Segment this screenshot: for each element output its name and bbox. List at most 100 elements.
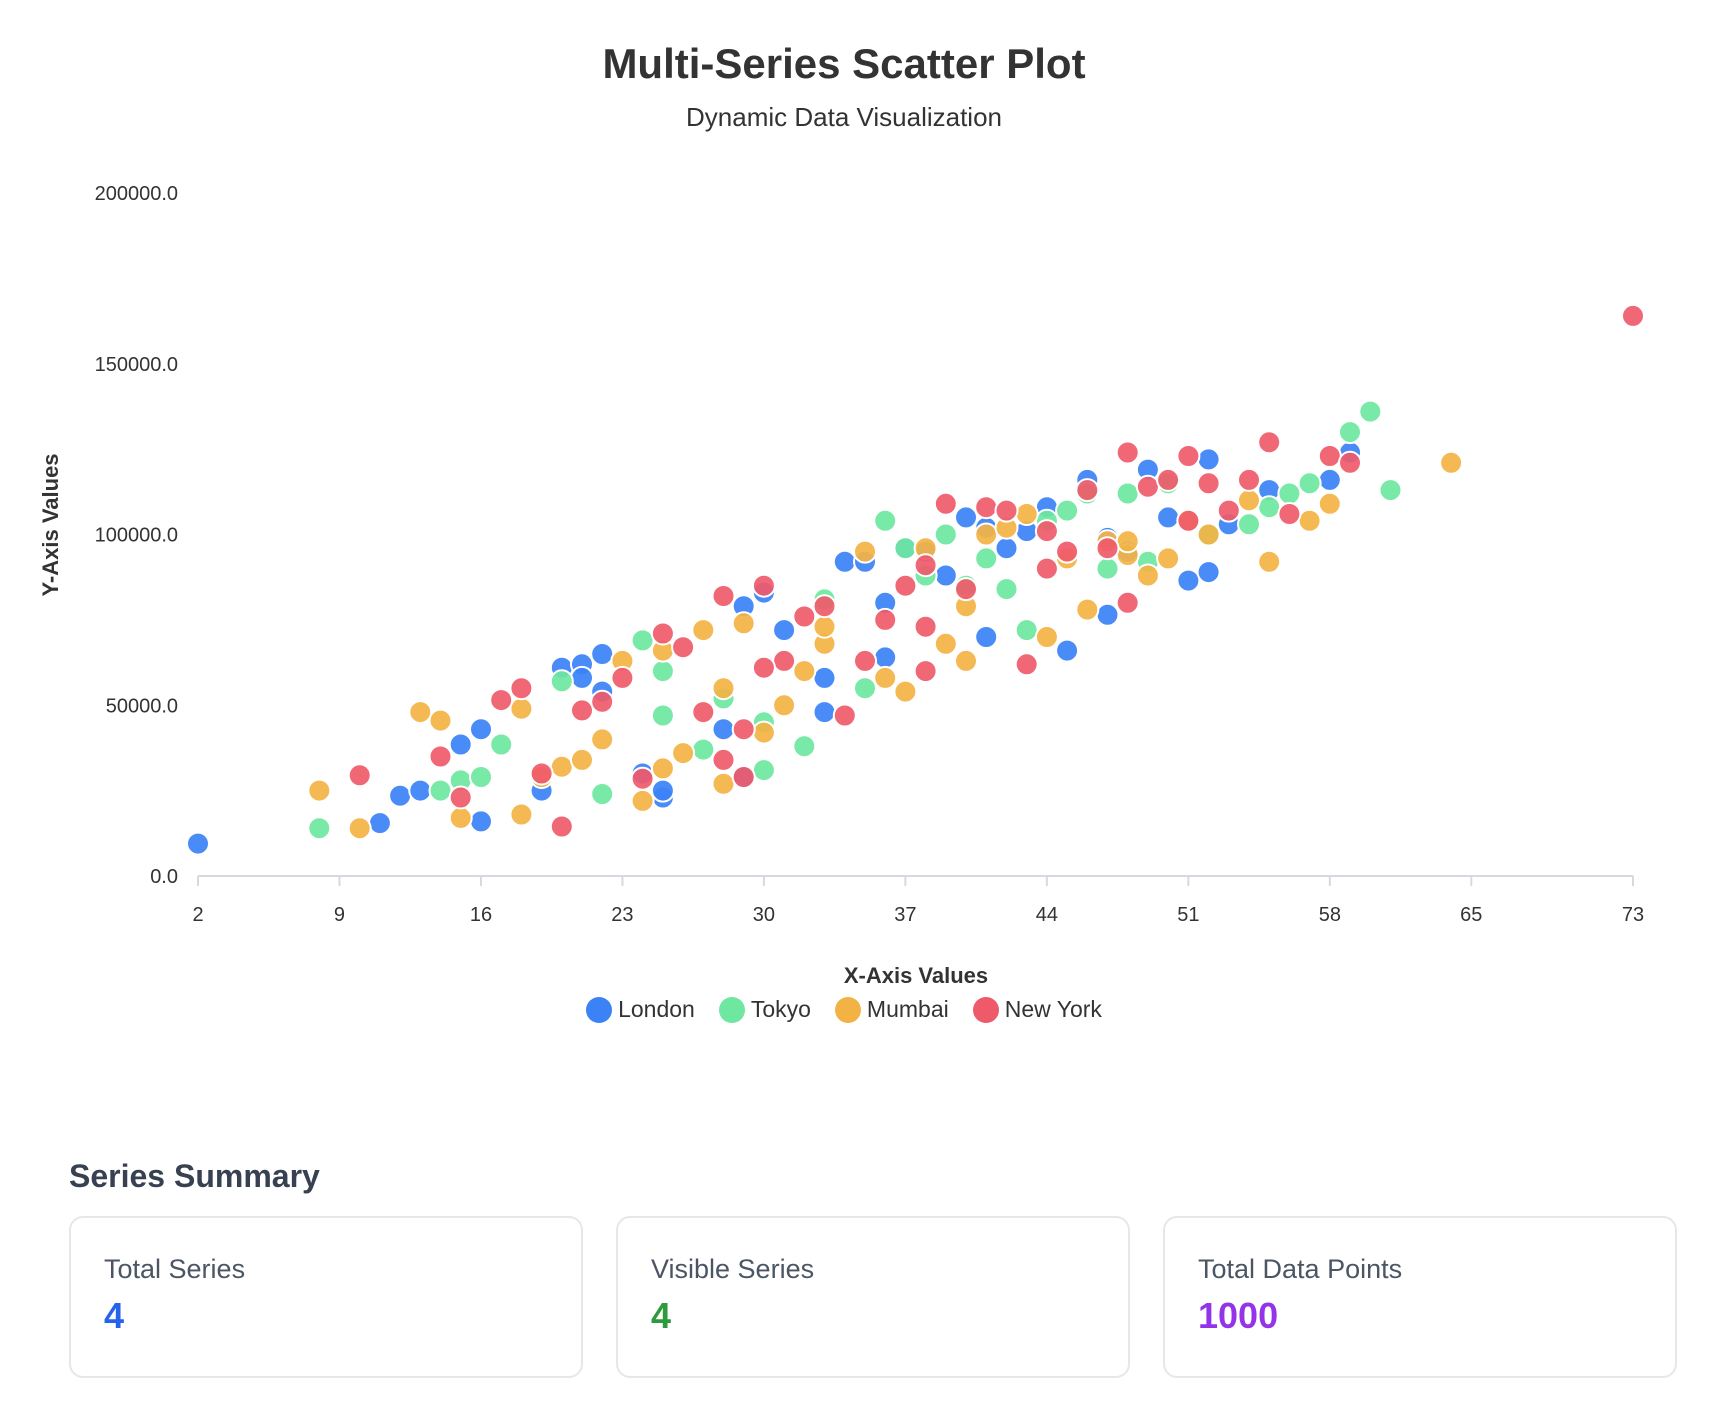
point-london[interactable] bbox=[388, 783, 413, 808]
point-new-york[interactable] bbox=[812, 594, 837, 619]
point-tokyo[interactable] bbox=[489, 732, 514, 757]
point-tokyo[interactable] bbox=[691, 737, 716, 762]
point-new-york[interactable] bbox=[630, 766, 655, 791]
point-new-york[interactable] bbox=[448, 785, 473, 810]
point-new-york[interactable] bbox=[933, 491, 958, 516]
point-mumbai[interactable] bbox=[448, 805, 473, 830]
point-new-york[interactable] bbox=[1034, 519, 1059, 544]
point-new-york[interactable] bbox=[347, 763, 372, 788]
point-mumbai[interactable] bbox=[691, 618, 716, 643]
point-new-york[interactable] bbox=[731, 765, 756, 789]
point-mumbai[interactable] bbox=[671, 741, 696, 766]
point-mumbai[interactable] bbox=[751, 720, 776, 745]
point-tokyo[interactable] bbox=[751, 758, 776, 783]
point-mumbai[interactable] bbox=[428, 708, 453, 733]
point-new-york[interactable] bbox=[731, 717, 756, 742]
point-new-york[interactable] bbox=[1176, 444, 1201, 468]
point-mumbai[interactable] bbox=[954, 648, 978, 673]
point-london[interactable] bbox=[186, 831, 210, 856]
point-mumbai[interactable] bbox=[347, 816, 372, 841]
point-tokyo[interactable] bbox=[1115, 481, 1140, 506]
point-tokyo[interactable] bbox=[1378, 478, 1403, 503]
point-london[interactable] bbox=[590, 642, 615, 666]
point-new-york[interactable] bbox=[1216, 498, 1241, 523]
point-mumbai[interactable] bbox=[772, 693, 797, 718]
point-mumbai[interactable] bbox=[1196, 522, 1221, 547]
point-tokyo[interactable] bbox=[1237, 512, 1261, 537]
point-new-york[interactable] bbox=[529, 761, 554, 786]
point-london[interactable] bbox=[469, 809, 493, 834]
point-tokyo[interactable] bbox=[590, 782, 615, 806]
point-new-york[interactable] bbox=[1095, 536, 1120, 561]
point-london[interactable] bbox=[1176, 568, 1201, 593]
point-mumbai[interactable] bbox=[893, 679, 918, 704]
point-mumbai[interactable] bbox=[974, 522, 999, 547]
point-mumbai[interactable] bbox=[1034, 625, 1059, 649]
point-new-york[interactable] bbox=[711, 584, 736, 608]
point-mumbai[interactable] bbox=[731, 611, 756, 636]
point-new-york[interactable] bbox=[954, 577, 978, 602]
point-tokyo[interactable] bbox=[549, 669, 574, 694]
point-tokyo[interactable] bbox=[469, 765, 493, 789]
point-mumbai[interactable] bbox=[933, 631, 958, 656]
point-tokyo[interactable] bbox=[1277, 481, 1302, 506]
point-mumbai[interactable] bbox=[307, 778, 332, 803]
point-tokyo[interactable] bbox=[307, 816, 332, 841]
point-tokyo[interactable] bbox=[792, 734, 817, 759]
point-tokyo[interactable] bbox=[974, 546, 999, 571]
point-mumbai[interactable] bbox=[408, 700, 433, 725]
point-mumbai[interactable] bbox=[1317, 491, 1342, 516]
point-new-york[interactable] bbox=[650, 621, 675, 646]
point-new-york[interactable] bbox=[893, 573, 918, 598]
point-new-york[interactable] bbox=[751, 573, 776, 598]
point-new-york[interactable] bbox=[751, 655, 776, 680]
point-tokyo[interactable] bbox=[994, 577, 1019, 602]
point-new-york[interactable] bbox=[1277, 502, 1302, 526]
point-london[interactable] bbox=[812, 665, 837, 690]
point-mumbai[interactable] bbox=[1135, 563, 1160, 588]
point-mumbai[interactable] bbox=[792, 659, 817, 684]
point-mumbai[interactable] bbox=[711, 771, 736, 796]
point-tokyo[interactable] bbox=[428, 778, 453, 803]
point-london[interactable] bbox=[832, 549, 857, 574]
point-london[interactable] bbox=[1317, 467, 1342, 492]
point-mumbai[interactable] bbox=[509, 802, 534, 827]
point-new-york[interactable] bbox=[1156, 467, 1181, 492]
point-tokyo[interactable] bbox=[1095, 556, 1120, 581]
point-london[interactable] bbox=[994, 536, 1019, 561]
point-mumbai[interactable] bbox=[630, 788, 655, 813]
point-mumbai[interactable] bbox=[1297, 508, 1322, 533]
point-new-york[interactable] bbox=[1034, 556, 1059, 581]
point-new-york[interactable] bbox=[489, 688, 514, 713]
point-london[interactable] bbox=[1196, 447, 1221, 472]
point-london[interactable] bbox=[448, 732, 473, 757]
point-new-york[interactable] bbox=[772, 648, 797, 673]
point-london[interactable] bbox=[1055, 638, 1080, 663]
point-new-york[interactable] bbox=[1176, 508, 1201, 533]
point-mumbai[interactable] bbox=[1075, 597, 1100, 622]
point-mumbai[interactable] bbox=[873, 665, 898, 690]
point-tokyo[interactable] bbox=[1014, 618, 1039, 643]
point-london[interactable] bbox=[873, 645, 898, 670]
legend-item-new-york[interactable]: New York bbox=[972, 996, 1102, 1023]
point-new-york[interactable] bbox=[1338, 450, 1362, 475]
point-new-york[interactable] bbox=[610, 665, 635, 690]
point-new-york[interactable] bbox=[691, 700, 716, 725]
point-mumbai[interactable] bbox=[853, 539, 877, 564]
point-london[interactable] bbox=[1156, 505, 1181, 530]
point-new-york[interactable] bbox=[1237, 467, 1261, 492]
point-new-york[interactable] bbox=[711, 747, 736, 772]
point-mumbai[interactable] bbox=[711, 676, 736, 701]
point-mumbai[interactable] bbox=[812, 614, 837, 639]
point-new-york[interactable] bbox=[913, 553, 938, 578]
point-tokyo[interactable] bbox=[630, 628, 655, 653]
point-new-york[interactable] bbox=[1135, 474, 1160, 499]
legend-item-tokyo[interactable]: Tokyo bbox=[718, 996, 811, 1023]
point-london[interactable] bbox=[711, 717, 736, 742]
point-new-york[interactable] bbox=[1014, 652, 1039, 677]
point-new-york[interactable] bbox=[428, 744, 453, 769]
legend-item-london[interactable]: London bbox=[586, 996, 695, 1023]
point-mumbai[interactable] bbox=[549, 754, 574, 779]
point-london[interactable] bbox=[933, 563, 958, 588]
point-new-york[interactable] bbox=[570, 698, 594, 723]
